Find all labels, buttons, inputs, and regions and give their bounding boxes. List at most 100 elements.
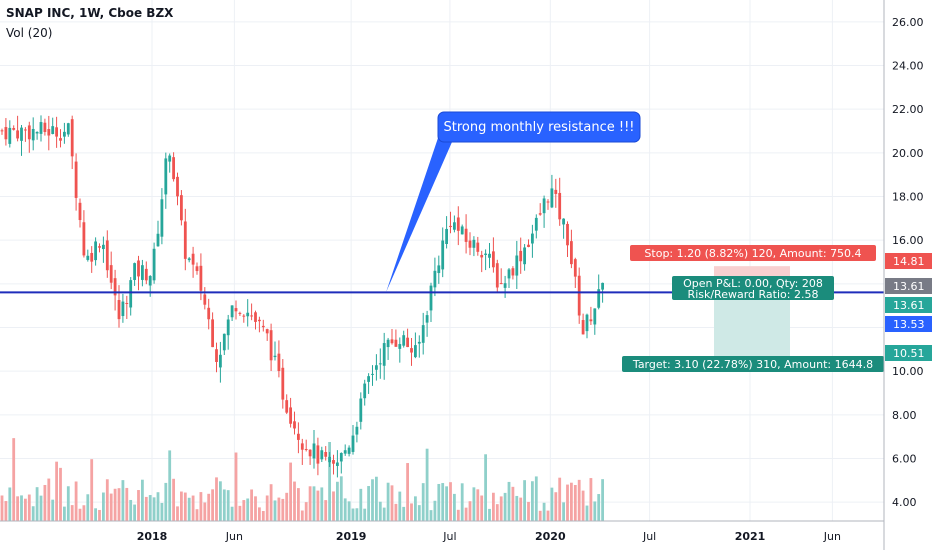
- volume-bar: [24, 498, 27, 521]
- volume-bar: [371, 479, 374, 521]
- volume-bar: [242, 500, 246, 521]
- candle-body: [375, 365, 378, 370]
- volume-bar: [402, 506, 406, 521]
- volume-bar: [316, 490, 320, 521]
- price-badge-text: 13.53: [893, 318, 925, 331]
- volume-bar: [347, 501, 351, 521]
- volume-bar: [269, 484, 273, 521]
- volume-bar: [476, 489, 480, 521]
- volume-bar: [585, 505, 589, 521]
- volume-bar: [300, 510, 304, 521]
- pnl-label: Open P&L: 0.00, Qty: 208: [683, 277, 823, 290]
- volume-bar: [503, 492, 507, 521]
- candle-body: [382, 343, 386, 366]
- volume-bar: [558, 477, 562, 521]
- volume-bar: [47, 478, 51, 521]
- volume-bar: [211, 489, 214, 521]
- volume-bar: [35, 487, 39, 521]
- volume-bar: [66, 486, 70, 521]
- volume-bar: [519, 497, 523, 521]
- volume-bar: [203, 502, 207, 521]
- time-axis-ticks: 2018 Jun 2019 Jul 2020 Jul 2021 Jun: [0, 520, 884, 543]
- volume-bar: [215, 477, 218, 521]
- candle-body: [250, 315, 253, 317]
- candle-body: [527, 244, 530, 247]
- candle-body: [495, 263, 499, 288]
- volume-bar: [355, 508, 359, 521]
- candle-body: [63, 131, 66, 137]
- candle-body: [215, 349, 218, 362]
- volume-bar: [589, 478, 593, 521]
- candle-body: [273, 355, 277, 358]
- volume-bar: [375, 476, 378, 521]
- candle-body: [133, 263, 136, 280]
- candle-body: [519, 250, 523, 262]
- candle-body: [297, 433, 300, 440]
- candle-body: [320, 450, 324, 460]
- volume-bar: [445, 486, 448, 521]
- volume-bar: [573, 485, 577, 521]
- candle-body: [226, 319, 230, 336]
- volume-bar: [386, 482, 390, 521]
- volume-bar: [246, 498, 250, 521]
- volume-bar: [156, 492, 160, 521]
- candle-body: [117, 300, 121, 320]
- candle-body: [35, 131, 39, 134]
- volume-bar: [577, 479, 581, 521]
- candle-body: [437, 265, 441, 274]
- volume-bar: [125, 487, 129, 521]
- volume-bar: [285, 492, 289, 521]
- candle-body: [406, 337, 409, 348]
- candle-body: [312, 443, 316, 459]
- volume-bar: [484, 454, 487, 521]
- candle-body: [472, 239, 476, 248]
- annotation-callout[interactable]: Strong monthly resistance !!!: [386, 111, 641, 293]
- candle-body: [433, 270, 437, 288]
- volume-bar: [78, 508, 82, 521]
- candle-body: [308, 449, 312, 457]
- candle-body: [27, 125, 31, 140]
- candle-body: [199, 265, 203, 291]
- volume-bar: [102, 492, 105, 521]
- candle-body: [82, 222, 86, 256]
- candle-body: [164, 158, 168, 195]
- volume-bar: [507, 481, 511, 521]
- candle-body: [222, 333, 226, 351]
- candle-body: [148, 276, 152, 286]
- volume-bar: [176, 506, 179, 521]
- volume-bar: [129, 499, 133, 521]
- volume-bar: [464, 507, 468, 521]
- candle-body: [102, 244, 105, 250]
- volume-bar: [351, 508, 355, 521]
- candle-body: [289, 407, 292, 424]
- volume-bar: [382, 507, 386, 521]
- target-zone: [714, 292, 790, 361]
- volume-bar: [495, 504, 499, 521]
- volume-bar: [27, 494, 31, 521]
- candle-body: [464, 228, 468, 242]
- volume-bar: [406, 463, 409, 521]
- volume-bar: [94, 508, 97, 521]
- callout-pointer: [386, 132, 452, 293]
- candle-body: [488, 253, 491, 258]
- candle-body: [121, 301, 125, 317]
- volume-bar: [308, 486, 312, 521]
- candle-body: [152, 248, 156, 281]
- volume-bar: [581, 490, 585, 521]
- stop-label-bg: [630, 245, 876, 261]
- volume-bar: [222, 489, 226, 521]
- candle-body: [242, 315, 246, 317]
- volume-bar: [593, 501, 597, 521]
- candle-body: [460, 226, 464, 235]
- candle-body: [445, 228, 448, 244]
- volume-bar: [207, 493, 211, 521]
- candle-body: [183, 221, 187, 259]
- volume-bar: [562, 502, 565, 521]
- candle-body: [125, 302, 129, 304]
- candle-body: [254, 312, 257, 322]
- candle-body: [191, 253, 195, 265]
- volume-bar: [183, 492, 187, 521]
- candle-body: [417, 341, 421, 344]
